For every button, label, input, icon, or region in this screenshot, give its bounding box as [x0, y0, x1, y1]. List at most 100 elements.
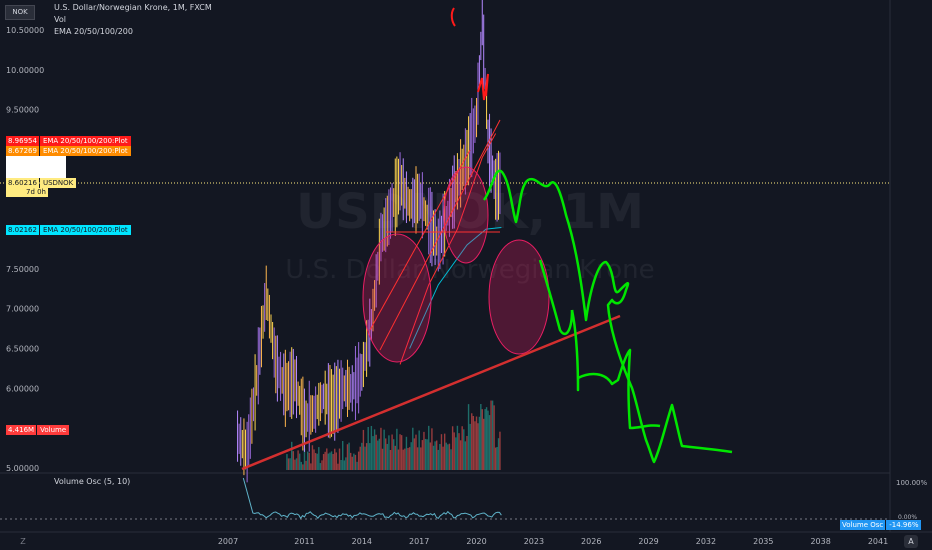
volume-bar [295, 458, 298, 470]
osc-scale-top: 100.00% [896, 479, 928, 487]
volume-bar [481, 409, 483, 470]
volume-bar [349, 452, 352, 470]
vol-legend[interactable]: Vol [54, 15, 66, 24]
time-tick-label: 2026 [581, 537, 601, 546]
volume-bar [342, 441, 344, 470]
green-forecast-path [482, 169, 733, 464]
price-tick-label: 10.50000 [6, 26, 44, 35]
volume-bar [318, 447, 320, 470]
volume-bar [334, 448, 336, 470]
time-tick-label: 2023 [524, 537, 544, 546]
volume-bar [463, 429, 465, 470]
volume-bar [412, 427, 414, 470]
volume-bar [490, 400, 492, 470]
volume-bar [466, 435, 468, 470]
volume-bar [375, 434, 377, 470]
chart-title[interactable]: U.S. Dollar/Norwegian Krone, 1M, FXCM [54, 3, 212, 12]
volume-bar [405, 436, 408, 470]
time-axis[interactable]: 2007 2011 2014 2017 2020 2023 2026 2029 2032 2035… [218, 537, 888, 546]
volume-bar [418, 430, 420, 470]
volume-bar [356, 461, 358, 470]
volume-bar [311, 445, 314, 470]
head-ellipse [443, 166, 489, 264]
volume-text: Volume [37, 425, 70, 435]
price-axis[interactable]: 10.50000 10.00000 9.50000 7.50000 7.00000 6.5… [6, 26, 44, 473]
volume-bar [330, 451, 333, 470]
symbol-badge[interactable]: NOK [5, 5, 35, 20]
time-tick-label: 2029 [638, 537, 658, 546]
volume-bar [397, 449, 400, 470]
volume-bar [428, 425, 430, 470]
volume-bar [485, 407, 488, 470]
volume-bar [340, 459, 342, 470]
volume-bar [372, 436, 374, 470]
volume-bar [292, 451, 295, 470]
red-mark-scribble [477, 73, 489, 101]
volume-bars [286, 400, 501, 470]
volume-bar [361, 442, 363, 470]
volume-bar [346, 444, 349, 470]
volume-bar [365, 443, 368, 470]
volume-bar [459, 440, 462, 470]
ema-red-text: EMA 20/50/100/200:Plot [39, 136, 131, 146]
volume-bar [474, 421, 476, 470]
ema-red-line [399, 133, 497, 365]
volume-bar [458, 433, 460, 470]
green-forecast-path-2 [570, 309, 661, 430]
volume-bar [469, 423, 471, 470]
volume-bar [386, 443, 389, 470]
time-tick-label: 2035 [753, 537, 773, 546]
volume-bar [362, 429, 365, 470]
volume-bar [453, 432, 455, 470]
volume-bar [424, 438, 427, 470]
price-countdown: 7d 0h [6, 188, 48, 197]
osc-scale-zero: 0.00% [898, 514, 918, 521]
volume-bar [404, 448, 406, 470]
red-mark-top [450, 7, 456, 27]
price-tick-label: 7.00000 [6, 305, 39, 314]
volume-bar [410, 442, 412, 470]
ema-red-value: 8.96954 [6, 136, 39, 146]
volume-bar [286, 454, 288, 470]
volume-osc-line [242, 477, 502, 520]
osc-legend[interactable]: Volume Osc (5, 10) [54, 477, 131, 486]
price-tick-label: 5.00000 [6, 464, 39, 473]
ema-legend[interactable]: EMA 20/50/100/200 [54, 27, 133, 36]
time-tick-label: 2014 [352, 537, 372, 546]
volume-bar [345, 457, 347, 470]
volume-bar [305, 460, 307, 470]
volume-bar [335, 452, 338, 470]
volume-bar [413, 438, 416, 470]
ema-red-label: 8.96954 EMA 20/50/100/200:Plot [6, 136, 131, 146]
volume-bar [314, 453, 317, 470]
volume-bar [400, 435, 403, 470]
volume-bar [354, 454, 357, 470]
volume-bar [343, 460, 345, 470]
volume-bar [287, 458, 290, 470]
volume-bar [310, 463, 312, 470]
right-shoulder-ellipse [488, 239, 550, 355]
price-tick-label: 6.50000 [6, 345, 39, 354]
volume-bar [443, 433, 446, 470]
volume-bar [472, 415, 475, 470]
time-tick-label: 2041 [868, 537, 888, 546]
volume-bar [487, 410, 489, 470]
volume-bar [420, 447, 422, 470]
volume-bar [324, 451, 326, 470]
zoom-button[interactable]: Z [20, 537, 26, 546]
volume-bar [434, 441, 436, 470]
volume-bar [448, 443, 451, 470]
volume-bar [302, 464, 304, 470]
volume-value: 4.416M [6, 425, 37, 435]
volume-bar [416, 447, 419, 470]
volume-bar [319, 463, 322, 470]
volume-bar [385, 438, 387, 470]
volume-bar [394, 445, 396, 470]
volume-bar [480, 403, 482, 470]
volume-bar [378, 438, 381, 470]
volume-bar [450, 449, 452, 470]
ema-orange-value: 8.67269 [6, 146, 39, 156]
auto-scale-button[interactable]: A [904, 535, 918, 548]
volume-bar [308, 452, 310, 470]
